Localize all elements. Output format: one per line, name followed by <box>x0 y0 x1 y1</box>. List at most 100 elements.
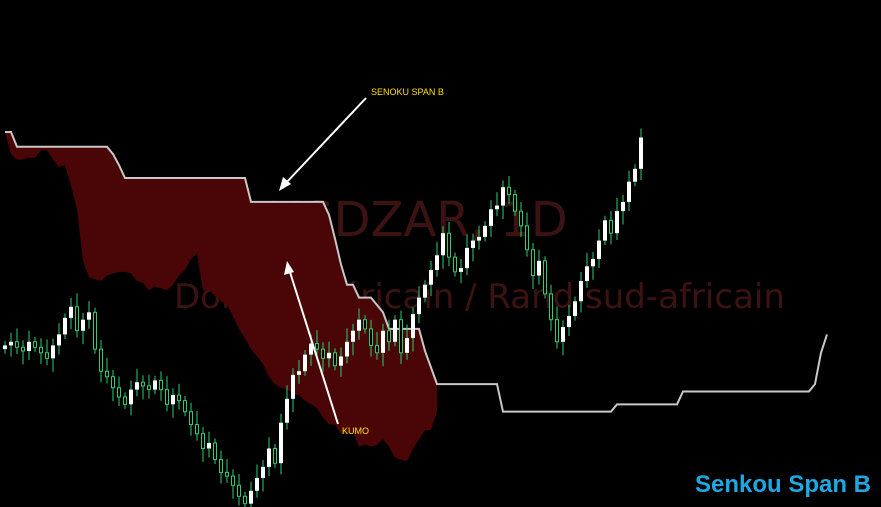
candle-body <box>219 459 223 473</box>
candle-body <box>369 328 373 346</box>
senkou-span-b-label: Senkou Span B <box>694 471 871 498</box>
span-b-annotation: SENOKU SPAN B <box>371 87 444 97</box>
candle-body <box>543 260 547 295</box>
candle-body <box>363 319 367 330</box>
span-b-arrow-head <box>279 177 291 191</box>
span-b-arrow-shaft <box>284 97 367 185</box>
candle-body <box>579 281 583 302</box>
candle-body <box>345 341 349 357</box>
candle-body <box>171 395 175 405</box>
candle-body <box>69 306 73 318</box>
candle-body <box>627 181 631 202</box>
kumo-annotation: KUMO <box>342 426 369 436</box>
candle-body <box>351 330 355 342</box>
candle-body <box>165 389 169 405</box>
candle-body <box>315 343 319 350</box>
candle-body <box>15 341 19 348</box>
candle-body <box>153 380 157 390</box>
candle-body <box>423 284 427 298</box>
candle-body <box>3 345 7 350</box>
candle-body <box>303 354 307 372</box>
candle-body <box>159 379 163 391</box>
candle-body <box>573 301 577 316</box>
candle-body <box>291 374 295 399</box>
candle-body <box>225 471 229 477</box>
candle-body <box>621 201 625 212</box>
candle-body <box>57 334 61 346</box>
candle-body <box>279 422 283 464</box>
candle-body <box>231 475 235 486</box>
candle-body <box>111 376 115 389</box>
candle-body <box>615 211 619 234</box>
kumo-layer <box>5 132 437 462</box>
candle-body <box>357 319 361 331</box>
candle-body <box>297 371 301 375</box>
candle-body <box>483 225 487 237</box>
candle-body <box>27 341 31 351</box>
candle-body <box>321 348 325 359</box>
candles-layer <box>3 128 643 507</box>
candle-body <box>387 330 391 343</box>
candle-body <box>267 448 271 467</box>
annotations-layer: SENOKU SPAN B KUMO <box>279 87 444 436</box>
candle-body <box>249 490 253 504</box>
candle-body <box>81 319 85 331</box>
candle-body <box>261 466 265 478</box>
candle-body <box>45 352 49 359</box>
candle-body <box>567 316 571 328</box>
candle-body <box>99 348 103 372</box>
candle-body <box>603 220 607 241</box>
candle-body <box>105 370 109 378</box>
candle-body <box>429 270 433 285</box>
candle-body <box>405 338 409 353</box>
candle-body <box>21 346 25 352</box>
candle-body <box>537 260 541 276</box>
candle-body <box>51 345 55 359</box>
candle-body <box>375 344 379 354</box>
candle-body <box>39 346 43 354</box>
candle-body <box>555 319 559 343</box>
candle-body <box>333 352 337 367</box>
kumo-arrow-shaft <box>288 268 339 425</box>
candle-body <box>63 317 67 335</box>
kumo-arrow-head <box>284 261 294 275</box>
kumo-cloud <box>5 132 437 462</box>
candle-body <box>435 255 439 270</box>
candle-body <box>129 389 133 405</box>
candle-body <box>183 400 187 413</box>
candle-body <box>447 232 451 258</box>
candle-body <box>597 240 601 259</box>
candle-body <box>273 447 277 464</box>
candle-body <box>585 266 589 282</box>
candle-body <box>561 327 565 342</box>
candle-body <box>243 495 247 505</box>
candle-body <box>285 398 289 423</box>
candle-body <box>141 381 145 387</box>
candle-body <box>177 394 181 402</box>
candle-body <box>465 247 469 269</box>
candle-body <box>489 209 493 226</box>
senkou-span-b-layer <box>5 131 828 413</box>
candle-body <box>195 424 199 435</box>
candle-body <box>441 233 445 256</box>
candle-body <box>93 311 97 350</box>
candle-body <box>507 186 511 196</box>
candle-body <box>207 442 211 449</box>
candle-body <box>237 484 241 497</box>
candle-body <box>339 356 343 366</box>
candle-body <box>393 319 397 342</box>
candle-body <box>639 137 643 169</box>
candle-body <box>471 240 475 248</box>
candle-body <box>477 236 481 241</box>
senkou-span-b-line <box>5 131 828 413</box>
candle-body <box>33 341 37 348</box>
candle-body <box>501 187 505 206</box>
candle-body <box>549 293 553 321</box>
candle-body <box>9 341 13 346</box>
candle-body <box>255 477 259 491</box>
candle-body <box>525 225 529 251</box>
candle-body <box>459 268 463 272</box>
candle-body <box>309 343 313 355</box>
candle-body <box>513 194 517 212</box>
